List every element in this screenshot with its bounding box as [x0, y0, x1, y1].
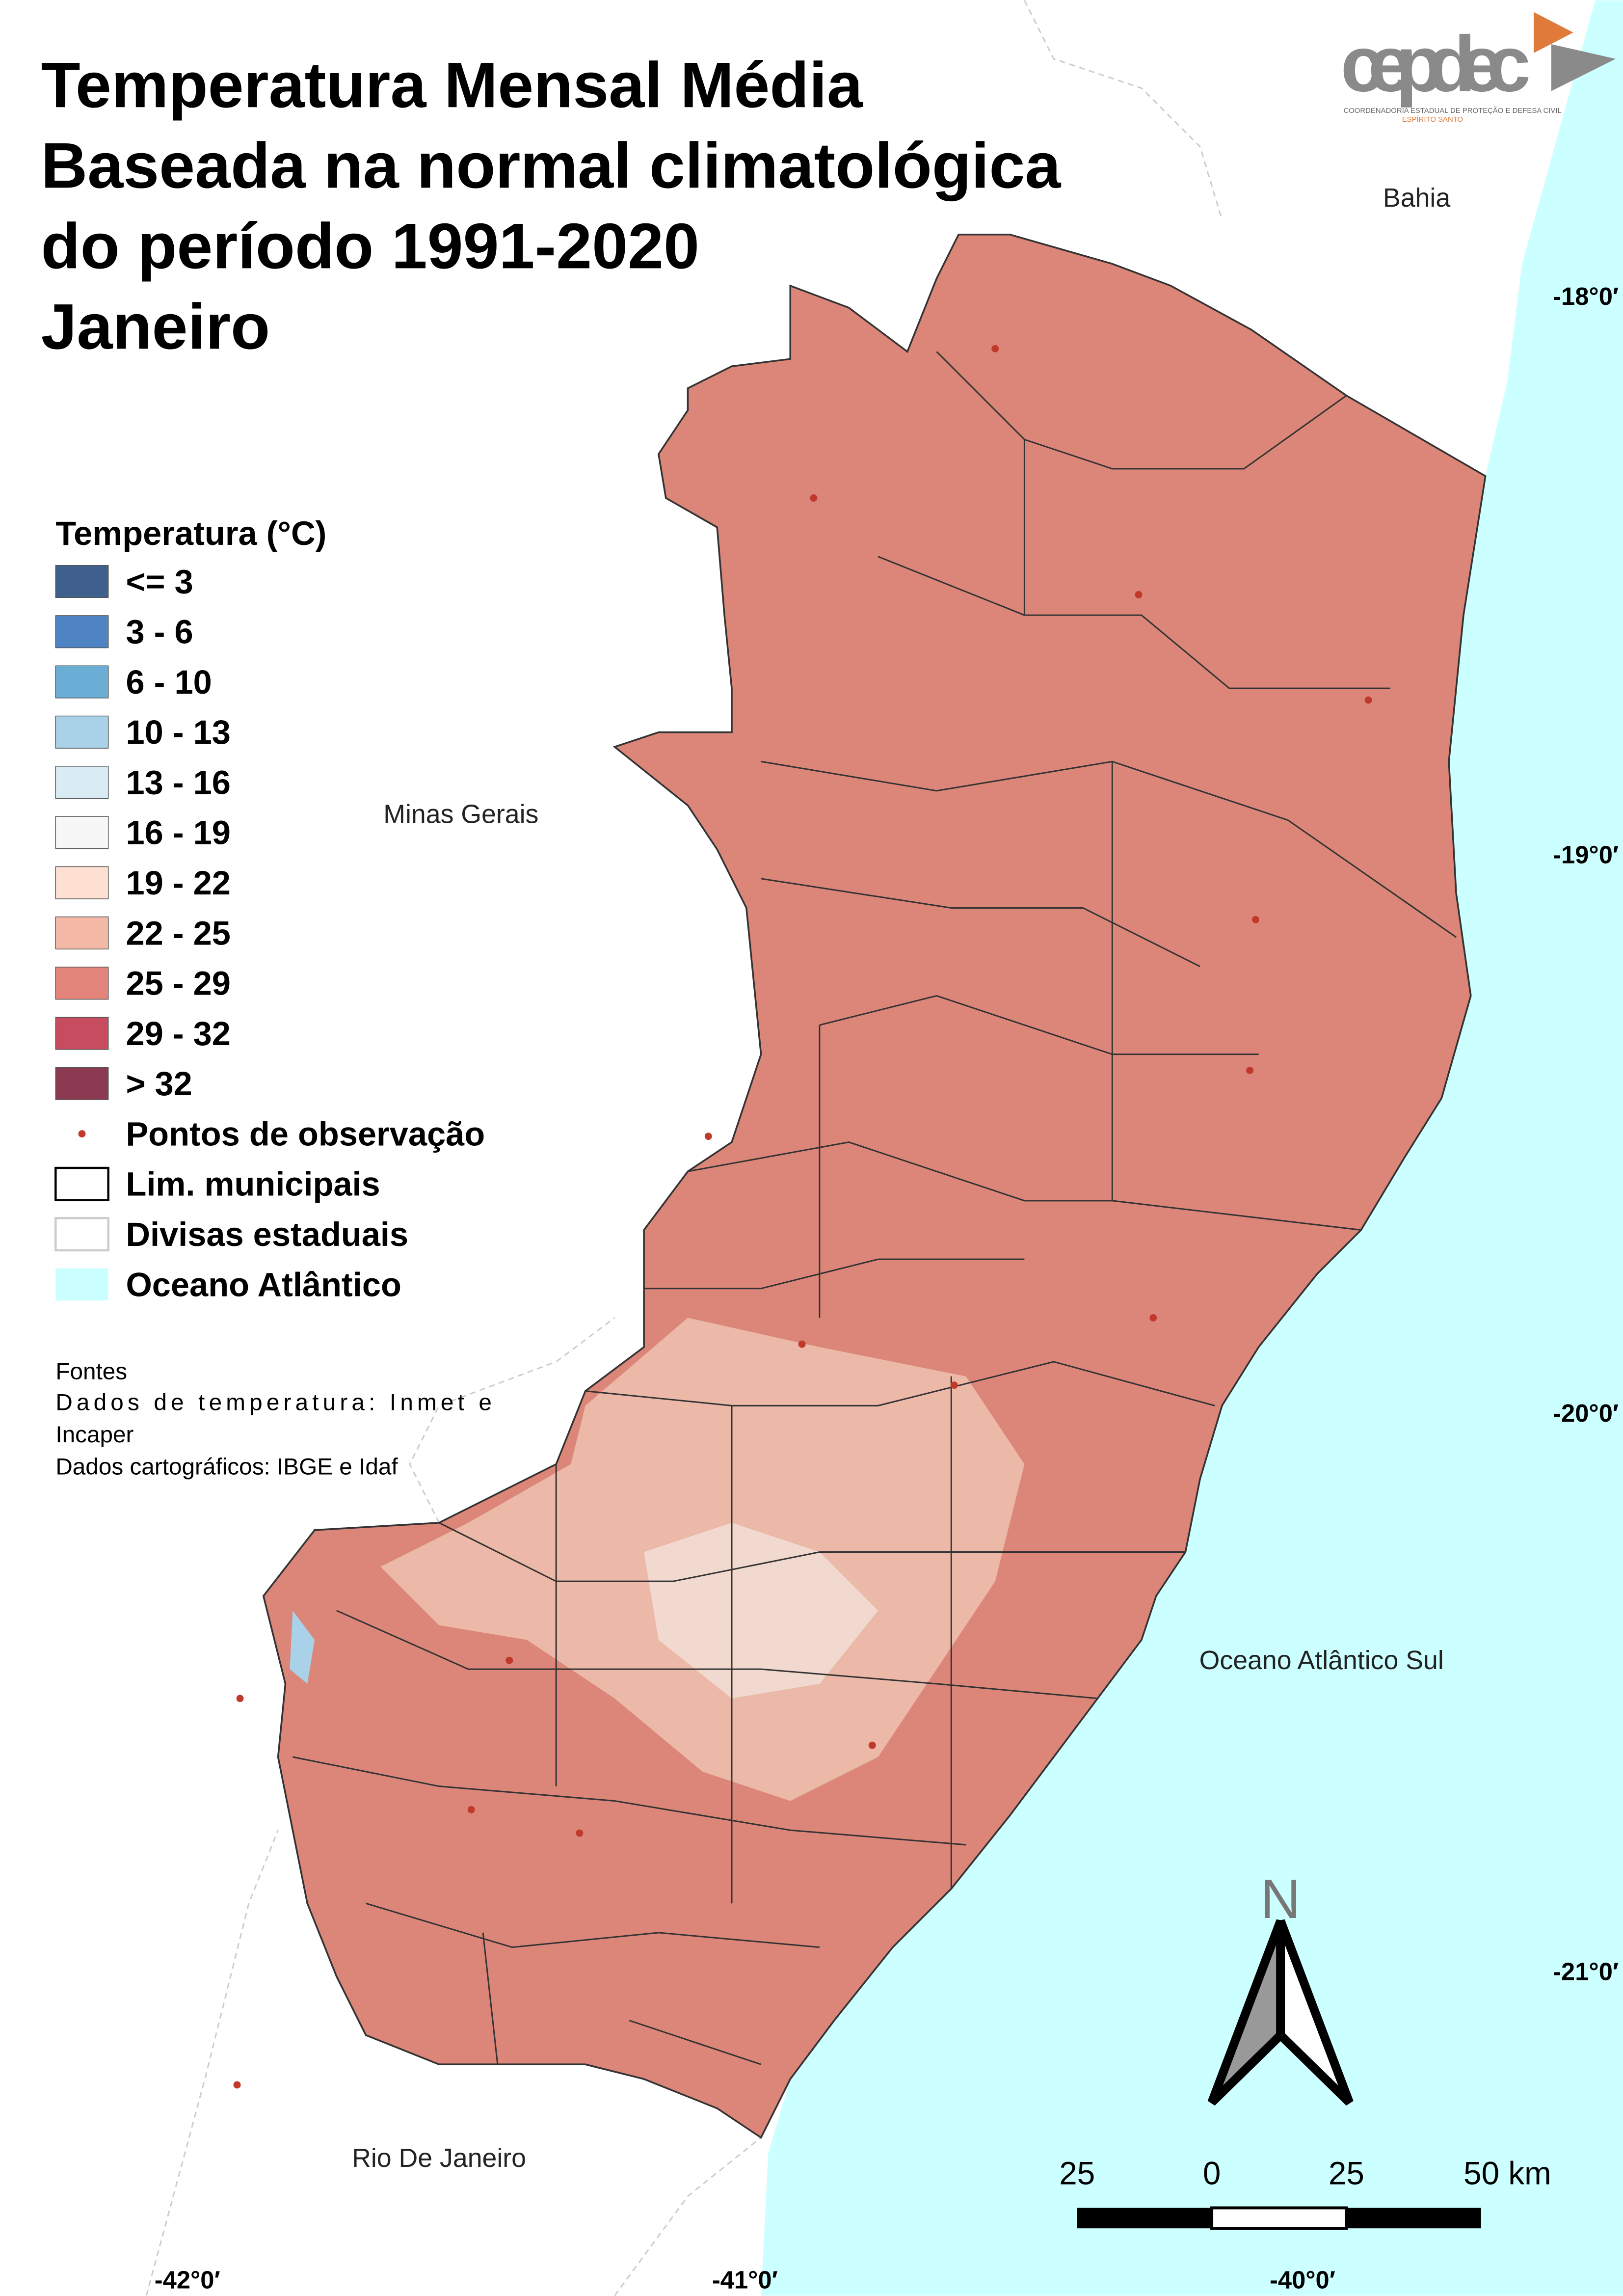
- legend-swatch: [55, 665, 109, 699]
- observation-point: [1149, 1314, 1157, 1322]
- title-line: Baseada na normal climatológica: [41, 129, 1061, 201]
- observation-point: [868, 1741, 876, 1749]
- source-line: Fontes: [55, 1359, 127, 1385]
- source-line: Dados de temperatura: Inmet e: [55, 1389, 492, 1415]
- graticule-labels: -18°0′ -19°0′ -20°0′ -21°0′ -42°0′ -41°0′ -40°…: [155, 282, 1619, 2294]
- logo-triangle: [1551, 44, 1616, 91]
- observation-point: [1364, 696, 1372, 704]
- legend-swatch: [55, 565, 109, 598]
- longitude-label: -41°0′: [712, 2266, 778, 2294]
- scale-label: 50 km: [1463, 2156, 1551, 2191]
- legend-label: Oceano Atlântico: [126, 1266, 401, 1303]
- legend-swatch: [55, 615, 109, 648]
- observation-point: [810, 494, 818, 502]
- north-arrow: N: [1207, 1868, 1354, 2106]
- place-label: Rio De Janeiro: [352, 2143, 526, 2173]
- legend-point: [78, 1130, 86, 1138]
- legend-label: 19 - 22: [126, 864, 231, 902]
- municipal-boundaries: [293, 351, 1457, 2065]
- observation-point: [798, 1340, 806, 1348]
- legend-swatch: [55, 715, 109, 749]
- logo: cepdec: [1340, 20, 1531, 108]
- place-label: Oceano Atlântico Sul: [1199, 1646, 1444, 1675]
- scale-label: 25: [1329, 2156, 1364, 2191]
- north-arrow-right: [1276, 1919, 1354, 2106]
- observation-point: [950, 1381, 958, 1389]
- title-line: Temperatura Mensal Média: [41, 49, 863, 121]
- legend-label: 25 - 29: [126, 965, 231, 1002]
- observation-point: [704, 1133, 712, 1140]
- observation-point: [576, 1829, 584, 1837]
- observation-point: [467, 1806, 475, 1813]
- legend-label: <= 3: [126, 563, 193, 600]
- legend-label: 22 - 25: [126, 914, 231, 952]
- sources: Fontes Dados de temperatura: Inmet e Inc…: [55, 1359, 492, 1480]
- observation-point: [506, 1656, 513, 1664]
- place-labels: Bahia Minas Gerais Oceano Atlântico Sul …: [352, 183, 1450, 2173]
- legend-label: 6 - 10: [126, 663, 212, 701]
- place-label: Bahia: [1383, 183, 1450, 213]
- scale-label: 0: [1203, 2156, 1221, 2191]
- observation-point: [991, 345, 999, 352]
- legend-swatch: [55, 766, 109, 799]
- legend-label: > 32: [126, 1065, 192, 1103]
- legend-swatch: [55, 1017, 109, 1050]
- latitude-label: -18°0′: [1553, 282, 1619, 310]
- legend-label: 10 - 13: [126, 713, 231, 751]
- ocean: [761, 0, 1623, 2296]
- legend-label: Pontos de observação: [126, 1115, 485, 1153]
- observation-point: [1252, 916, 1259, 923]
- north-label: N: [1260, 1868, 1301, 1930]
- scale-segment: [1346, 2208, 1481, 2229]
- observation-point: [236, 1695, 244, 1702]
- scale-label: 25: [1059, 2156, 1095, 2191]
- legend-swatch: [55, 866, 109, 899]
- observation-points: [233, 345, 1372, 2089]
- latitude-label: -21°0′: [1553, 1958, 1619, 1986]
- latitude-label: -19°0′: [1553, 841, 1619, 869]
- legend-swatch: [54, 1217, 109, 1252]
- legend-swatch: [55, 916, 109, 949]
- logo-triangle: [1534, 12, 1573, 53]
- cold-area: [290, 1610, 315, 1684]
- source-line: Dados cartográficos: IBGE e Idaf: [55, 1454, 398, 1480]
- logo-subtitle: ESPÍRITO SANTO: [1402, 115, 1463, 124]
- legend-swatch: [55, 1268, 108, 1301]
- legend-title: Temperatura (°C): [55, 514, 326, 552]
- title-line: do período 1991-2020: [41, 210, 699, 282]
- observation-point: [1246, 1067, 1254, 1074]
- legend-swatch: [55, 1067, 109, 1100]
- cooler-area: [644, 1522, 878, 1699]
- legend-swatch: [55, 967, 109, 1000]
- observation-point: [233, 2081, 241, 2089]
- title: Temperatura Mensal Média Baseada na norm…: [41, 49, 1061, 362]
- latitude-label: -20°0′: [1553, 1399, 1619, 1427]
- legend-label: 13 - 16: [126, 763, 231, 801]
- legend-swatch: [54, 1166, 109, 1201]
- title-line: Janeiro: [41, 290, 270, 362]
- legend-swatch: [55, 816, 109, 849]
- legend-label: 29 - 32: [126, 1015, 231, 1053]
- scale-segment: [1077, 2208, 1212, 2229]
- scale-bar: 25 0 25 50 km: [1059, 2156, 1551, 2230]
- observation-point: [1135, 591, 1143, 598]
- legend-label: Lim. municipais: [126, 1165, 380, 1203]
- longitude-label: -42°0′: [155, 2266, 220, 2294]
- legend-label: 3 - 6: [126, 613, 193, 651]
- scale-segment: [1210, 2206, 1348, 2230]
- longitude-label: -40°0′: [1270, 2266, 1335, 2294]
- state-border: [145, 0, 1223, 2296]
- legend-label: 16 - 19: [126, 814, 231, 852]
- source-line: Incaper: [55, 1422, 133, 1448]
- legend-label: Divisas estaduais: [126, 1216, 408, 1253]
- legend: Temperatura (°C) <= 3 3 - 6 6 - 10 10 - 13 1…: [54, 514, 485, 1303]
- logo-subtitle: COORDENADORIA ESTADUAL DE PROTEÇÃO E DEF…: [1343, 107, 1561, 115]
- place-label: Minas Gerais: [383, 800, 538, 829]
